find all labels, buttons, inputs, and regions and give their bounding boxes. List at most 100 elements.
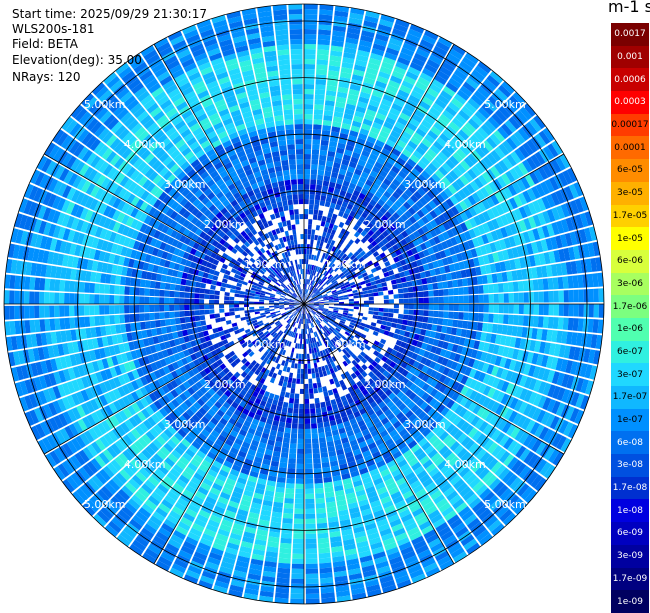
gate-cell xyxy=(442,319,448,326)
gate-cell xyxy=(99,316,105,326)
gate-cell xyxy=(109,315,115,324)
gate-cell xyxy=(316,225,320,231)
gate-cell xyxy=(479,295,484,303)
gate-cell xyxy=(278,563,290,569)
gate-cell xyxy=(305,469,313,474)
gate-cell xyxy=(306,259,308,264)
gate-cell xyxy=(295,343,298,348)
gate-cell xyxy=(307,359,310,364)
gate-cell xyxy=(316,272,319,277)
gate-cell xyxy=(433,318,439,325)
gate-cell xyxy=(358,295,363,298)
gate-cell xyxy=(298,419,304,424)
gate-cell xyxy=(320,447,327,453)
gate-cell xyxy=(291,383,295,388)
gate-cell xyxy=(154,289,159,296)
gate-cell xyxy=(235,315,240,319)
gate-cell xyxy=(301,374,304,379)
gate-cell xyxy=(289,398,294,404)
gate-cell xyxy=(321,221,326,227)
gate-cell xyxy=(280,417,286,423)
gate-cell xyxy=(280,538,291,544)
gate-cell xyxy=(321,457,329,463)
gate-cell xyxy=(144,297,149,304)
gate-cell xyxy=(523,316,529,327)
gate-cell xyxy=(579,304,584,317)
gate-cell xyxy=(159,290,164,297)
gate-cell xyxy=(301,369,304,374)
gate-cell xyxy=(104,295,109,304)
gate-cell xyxy=(368,311,373,315)
gate-cell xyxy=(589,304,594,317)
gate-cell xyxy=(84,294,89,304)
gate-cell xyxy=(305,484,314,489)
gate-cell xyxy=(129,314,135,322)
gate-cell xyxy=(311,174,317,179)
gate-cell xyxy=(234,293,239,297)
gate-cell xyxy=(317,518,327,524)
gate-cell xyxy=(494,294,499,303)
gate-cell xyxy=(284,503,294,509)
gate-cell xyxy=(449,304,454,311)
gate-cell xyxy=(304,184,310,189)
gate-cell xyxy=(194,310,199,315)
gate-cell xyxy=(229,312,234,316)
gate-cell xyxy=(315,372,319,378)
gate-cell xyxy=(286,478,295,484)
gate-cell xyxy=(291,579,304,584)
gate-cell xyxy=(304,9,318,14)
gate-cell xyxy=(278,558,290,564)
gate-cell xyxy=(154,312,160,319)
gate-cell xyxy=(283,402,289,408)
gate-cell xyxy=(444,304,449,311)
gate-cell xyxy=(305,404,310,409)
gate-cell xyxy=(280,543,292,549)
gate-cell xyxy=(280,457,288,463)
gate-cell xyxy=(29,306,34,319)
gate-cell xyxy=(304,99,313,104)
gate-cell xyxy=(392,318,398,323)
gate-cell xyxy=(319,553,331,559)
gate-cell xyxy=(322,216,327,222)
gate-cell xyxy=(289,453,296,459)
gate-cell xyxy=(453,288,459,295)
gate-cell xyxy=(24,291,29,304)
gate-cell xyxy=(79,294,84,304)
gate-cell xyxy=(308,379,312,384)
gate-cell xyxy=(59,280,65,292)
gate-cell xyxy=(321,140,329,146)
gate-cell xyxy=(305,444,312,449)
gate-cell xyxy=(554,291,559,303)
gate-cell xyxy=(313,383,317,388)
gate-cell xyxy=(277,477,286,483)
gate-cell xyxy=(457,320,463,328)
gate-cell xyxy=(283,366,287,372)
gate-cell xyxy=(224,300,229,304)
gate-cell xyxy=(305,514,315,519)
gate-cell xyxy=(224,292,229,296)
gate-cell xyxy=(24,276,30,289)
gate-cell xyxy=(114,305,119,314)
gate-cell xyxy=(533,316,539,327)
gate-cell xyxy=(307,354,310,359)
gate-cell xyxy=(304,209,308,214)
gate-cell xyxy=(316,74,327,80)
gate-cell xyxy=(160,282,166,289)
gate-cell xyxy=(304,154,311,159)
gate-cell xyxy=(305,509,315,514)
gate-cell xyxy=(373,315,379,319)
gate-cell xyxy=(281,528,292,534)
gate-cell xyxy=(388,313,393,318)
gate-cell xyxy=(179,292,184,298)
gate-cell xyxy=(296,353,299,358)
gate-cell xyxy=(317,523,328,529)
gate-cell xyxy=(317,215,322,221)
gate-cell xyxy=(283,381,288,387)
gate-cell xyxy=(299,334,301,339)
gate-cell xyxy=(104,305,109,314)
gate-cell xyxy=(469,295,474,303)
gate-cell xyxy=(210,290,216,295)
gate-cell xyxy=(286,418,292,424)
gate-cell xyxy=(292,554,304,559)
gate-cell xyxy=(458,312,464,320)
